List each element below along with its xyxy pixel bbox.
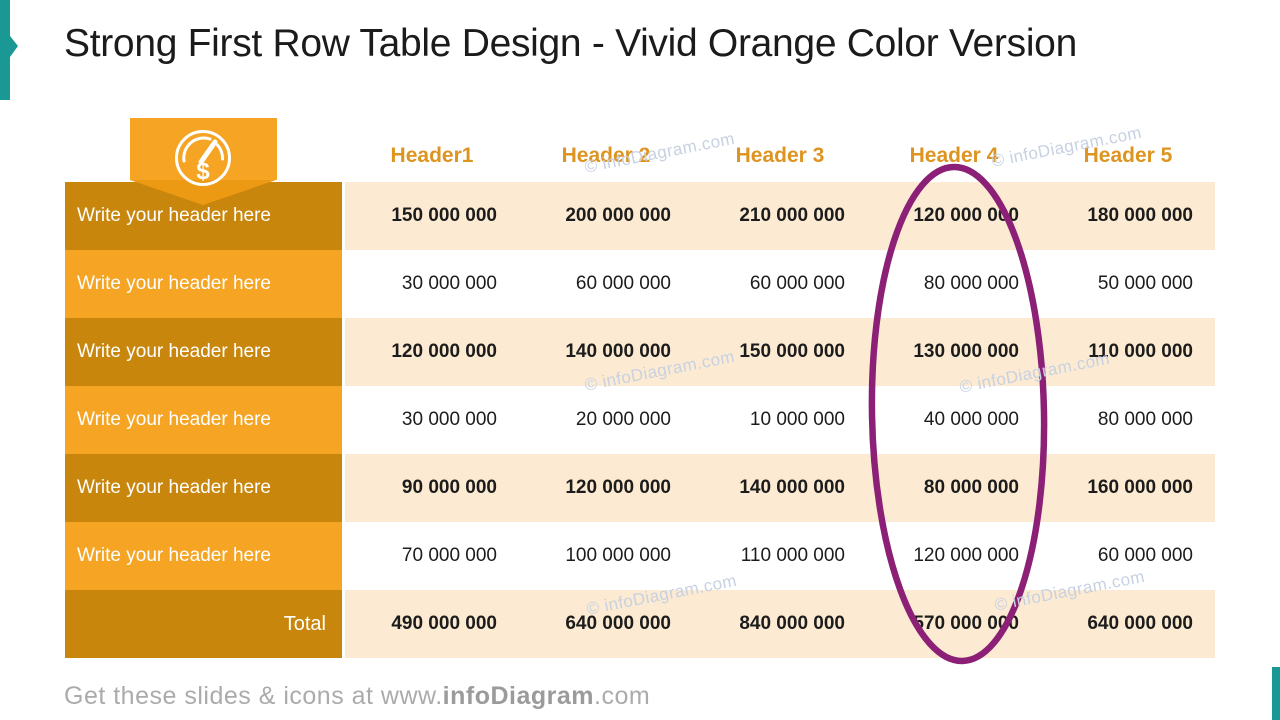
data-cell: 200 000 000 [519, 182, 693, 250]
data-cell: 80 000 000 [867, 250, 1041, 318]
column-header: Header 2 [561, 144, 651, 167]
data-cell: 120 000 000 [867, 522, 1041, 590]
row-header-cell: Write your header here [65, 182, 345, 250]
data-cell: 640 000 000 [519, 590, 693, 658]
teal-corner-bar [1272, 667, 1280, 720]
data-table: Header1 Header 2 Header 3 Header 4 Header 5 … [65, 130, 1215, 658]
data-cell: 90 000 000 [345, 454, 519, 522]
row-header-cell: Total [65, 590, 345, 658]
data-cell: 490 000 000 [345, 590, 519, 658]
footer-brand: infoDiagram [442, 682, 595, 710]
data-cell: 80 000 000 [867, 454, 1041, 522]
table-row: Write your header here 70 000 000 100 000 … [65, 522, 1215, 590]
footer-suffix: .com [594, 682, 651, 710]
row-header-cell: Write your header here [65, 318, 345, 386]
data-cell: 140 000 000 [693, 454, 867, 522]
data-cell: 150 000 000 [693, 318, 867, 386]
row-header-cell: Write your header here [65, 522, 345, 590]
column-header: Header 5 [1083, 144, 1173, 167]
data-cell: 160 000 000 [1041, 454, 1215, 522]
data-cell: 50 000 000 [1041, 250, 1215, 318]
data-cell: 80 000 000 [1041, 386, 1215, 454]
data-cell: 60 000 000 [1041, 522, 1215, 590]
column-header: Header1 [390, 144, 474, 167]
table-row: Write your header here 30 000 000 60 000 0… [65, 250, 1215, 318]
row-header-cell: Write your header here [65, 250, 345, 318]
column-header: Header 4 [909, 144, 999, 167]
table-header-row: Header1 Header 2 Header 3 Header 4 Header 5 [65, 130, 1215, 182]
badge-ribbon [130, 118, 277, 180]
row-header-cell: Write your header here [65, 386, 345, 454]
data-cell: 110 000 000 [1041, 318, 1215, 386]
money-gauge-icon: $ [175, 130, 231, 186]
svg-text:$: $ [196, 158, 210, 185]
data-cell: 840 000 000 [693, 590, 867, 658]
data-cell: 120 000 000 [345, 318, 519, 386]
data-cell: 100 000 000 [519, 522, 693, 590]
data-cell: 120 000 000 [867, 182, 1041, 250]
data-cell: 10 000 000 [693, 386, 867, 454]
data-cell: 180 000 000 [1041, 182, 1215, 250]
footer-credit: Get these slides & icons at www.infoDiag… [64, 682, 650, 711]
teal-accent-shape [0, 0, 18, 100]
money-badge: $ [130, 118, 277, 205]
data-cell: 640 000 000 [1041, 590, 1215, 658]
page-title: Strong First Row Table Design - Vivid Or… [64, 22, 1077, 65]
column-header: Header 3 [735, 144, 825, 167]
data-cell: 120 000 000 [519, 454, 693, 522]
table-row: Write your header here 30 000 000 20 000 0… [65, 386, 1215, 454]
data-cell: 210 000 000 [693, 182, 867, 250]
data-cell: 150 000 000 [345, 182, 519, 250]
data-cell: 20 000 000 [519, 386, 693, 454]
row-header-cell: Write your header here [65, 454, 345, 522]
data-cell: 140 000 000 [519, 318, 693, 386]
footer-text: Get these slides & icons at www. [64, 682, 443, 710]
data-cell: 60 000 000 [519, 250, 693, 318]
data-cell: 60 000 000 [693, 250, 867, 318]
data-cell: 70 000 000 [345, 522, 519, 590]
data-cell: 110 000 000 [693, 522, 867, 590]
table-row: Write your header here 90 000 000 120 000 … [65, 454, 1215, 522]
data-cell: 40 000 000 [867, 386, 1041, 454]
data-cell: 30 000 000 [345, 386, 519, 454]
data-cell: 30 000 000 [345, 250, 519, 318]
